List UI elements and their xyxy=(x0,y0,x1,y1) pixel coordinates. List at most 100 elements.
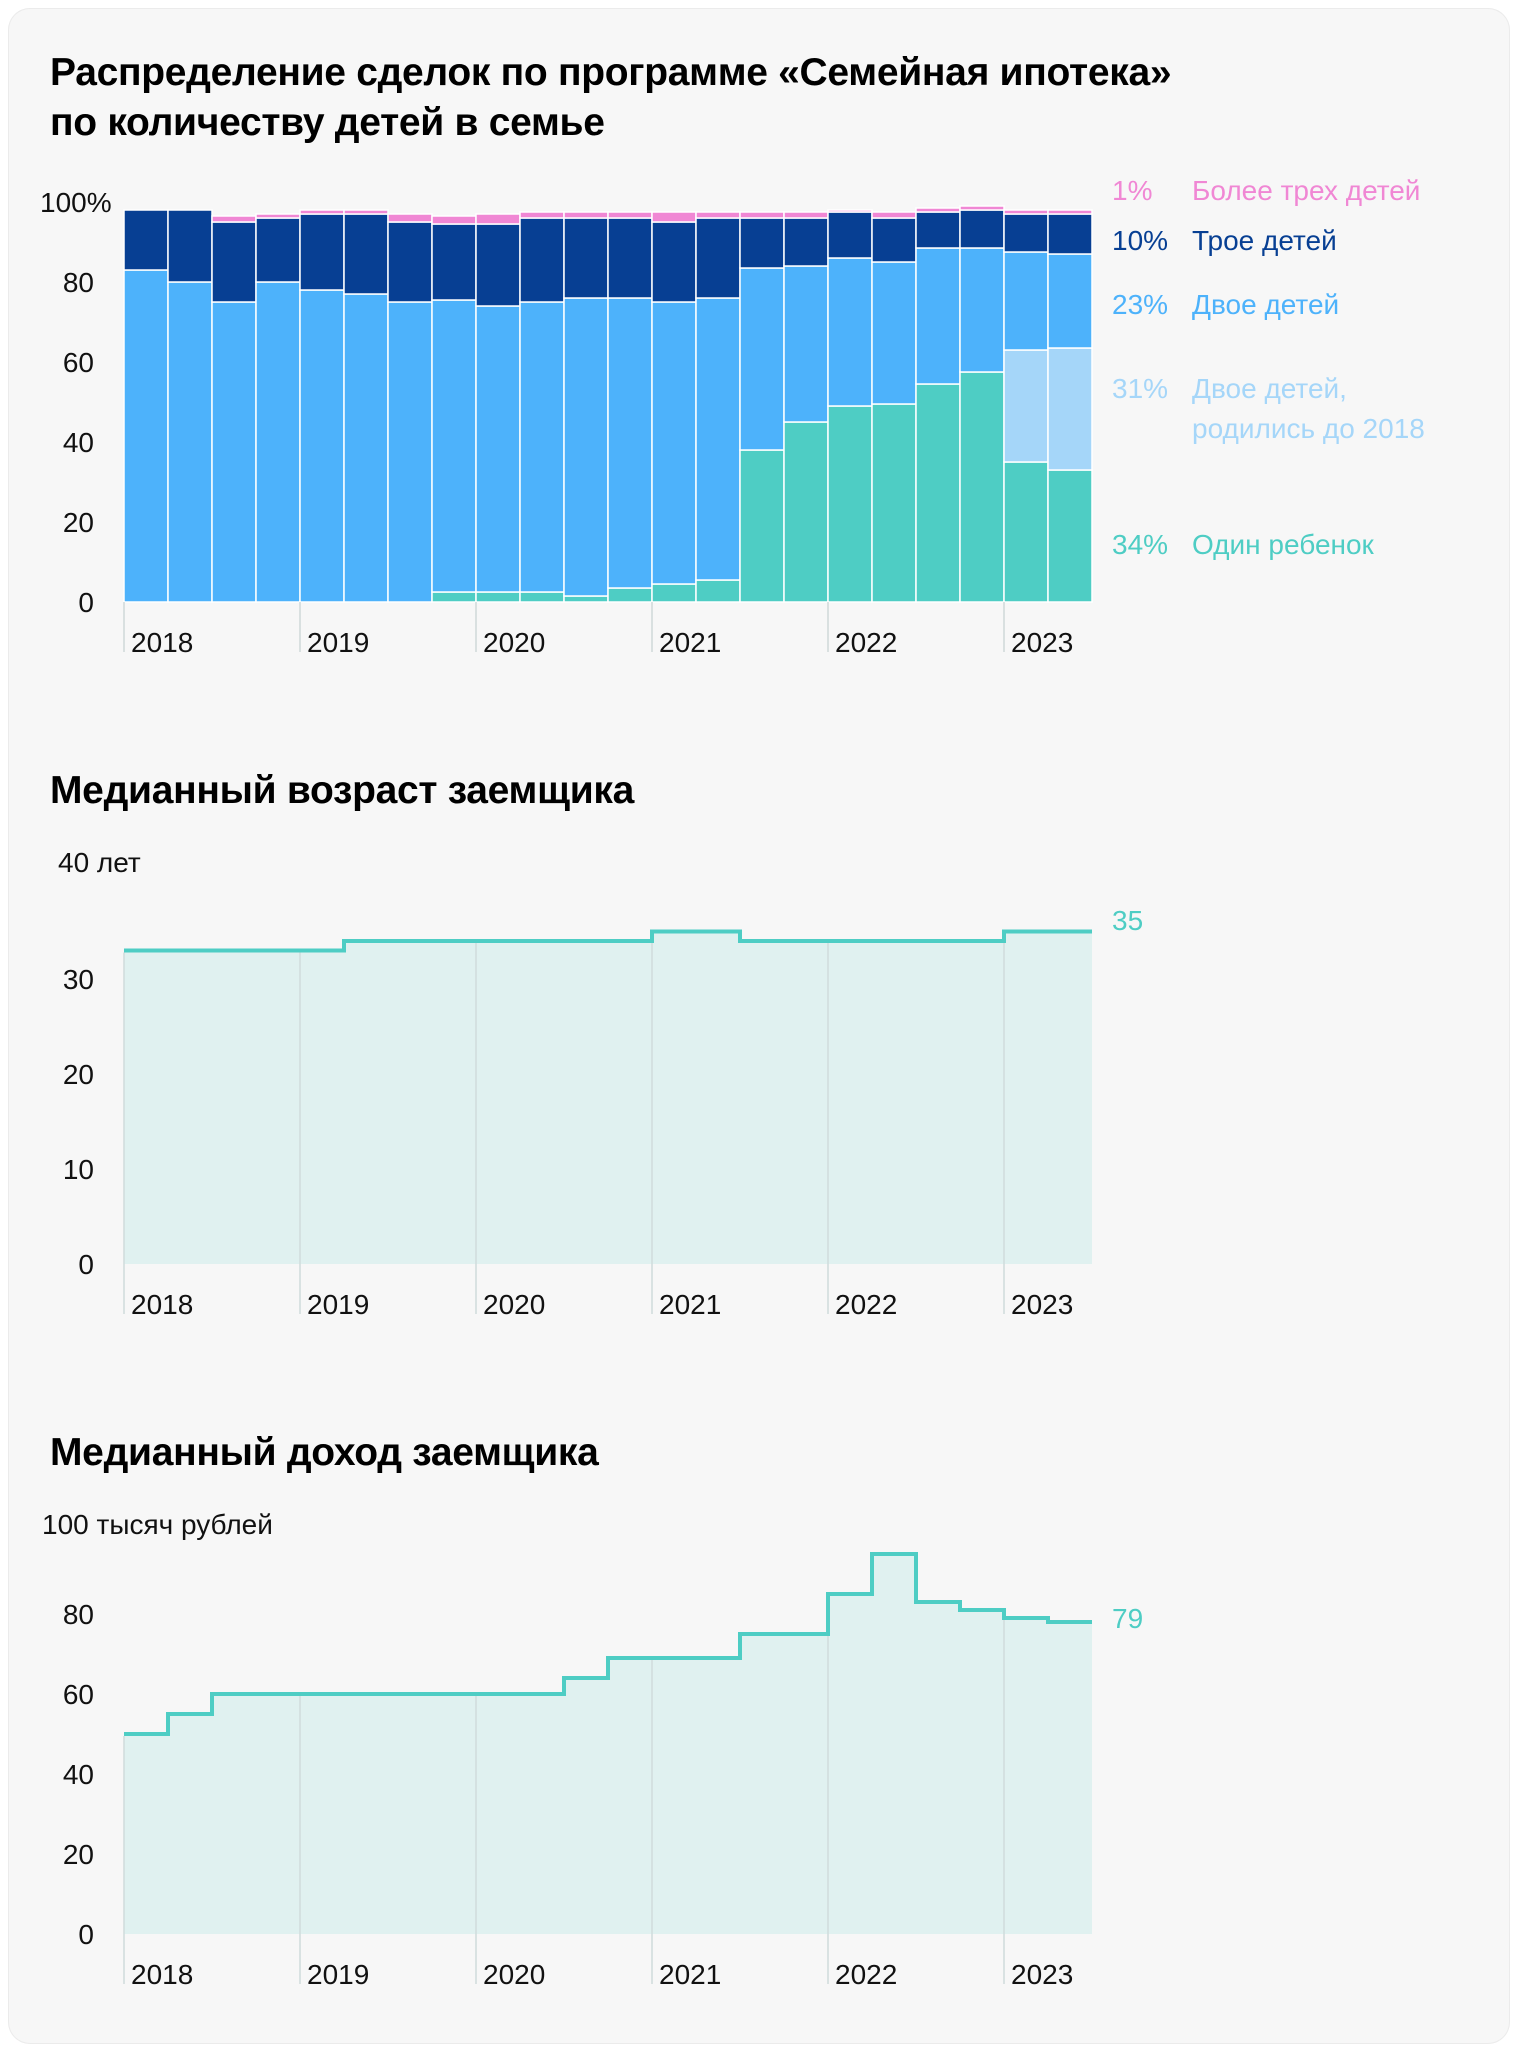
bar-segment-two xyxy=(255,281,301,603)
bar-segment-two xyxy=(211,301,257,603)
legend-value-one: 34% xyxy=(1112,529,1168,560)
bar-segment-three xyxy=(123,209,169,271)
bar-segment-one xyxy=(695,579,741,603)
y-tick-label: 40 xyxy=(63,427,94,458)
chart-1-title: Распределение сделок по программе «Семей… xyxy=(50,48,1172,148)
bar-segment-three xyxy=(871,217,917,263)
income-unit-label: 100 тысяч рублей xyxy=(42,1509,273,1540)
income-y-tick-label: 40 xyxy=(63,1759,94,1790)
bar-segment-three xyxy=(1003,213,1049,253)
bar-segment-two xyxy=(123,269,169,603)
age-step-line xyxy=(124,929,1092,953)
bar-segment-more-than-three xyxy=(431,215,477,225)
x-tick-label: 2021 xyxy=(659,627,721,658)
bar-segment-more-than-three xyxy=(783,211,829,219)
bar-segment-one xyxy=(519,591,565,603)
bar-segment-two xyxy=(695,297,741,581)
bar-segment-three xyxy=(563,217,609,299)
income-area xyxy=(124,1554,1092,1934)
bar-segment-two xyxy=(519,301,565,593)
x-tick-label: 2020 xyxy=(483,627,545,658)
bar-segment-more-than-three xyxy=(695,211,741,219)
legend-value-two-before-2018: 31% xyxy=(1112,373,1168,404)
bar-segment-two xyxy=(563,297,609,597)
bar-segment-one xyxy=(607,587,653,603)
bar-segment-more-than-three xyxy=(211,215,257,223)
bar-segment-three xyxy=(431,223,477,301)
bar-segment-two xyxy=(739,267,785,451)
bar-segment-three xyxy=(915,211,961,249)
legend-value-more-than-three: 1% xyxy=(1112,175,1152,206)
bar-segment-one xyxy=(651,583,697,603)
income-step-line xyxy=(124,1552,1092,1736)
bar-segment-one xyxy=(871,403,917,603)
legend-label-two: Двое детей xyxy=(1192,289,1339,320)
bar-segment-three xyxy=(299,213,345,291)
bar-segment-one xyxy=(563,595,609,603)
bar-segment-three xyxy=(519,217,565,303)
bar-segment-more-than-three xyxy=(827,209,873,213)
legend-label-one: Один ребенок xyxy=(1192,529,1375,560)
legend-value-three: 10% xyxy=(1112,225,1168,256)
bar-segment-three xyxy=(827,211,873,259)
bar-segment-three xyxy=(651,221,697,303)
y-tick-label: 80 xyxy=(63,267,94,298)
bar-segment-three xyxy=(607,217,653,299)
bar-segment-one xyxy=(827,405,873,603)
bar-segment-two xyxy=(1047,253,1093,349)
bar-segment-three xyxy=(167,209,213,283)
bar-segment-more-than-three xyxy=(739,211,785,219)
x-tick-label: 2019 xyxy=(307,627,369,658)
chart-3-title: Медианный доход заемщика xyxy=(50,1431,599,1474)
bar-segment-two xyxy=(827,257,873,407)
bar-segment-more-than-three xyxy=(519,211,565,219)
bar-segment-two xyxy=(343,293,389,603)
bar-segment-more-than-three xyxy=(255,213,301,219)
bar-segment-two xyxy=(871,261,917,405)
age-y-tick-label: 10 xyxy=(63,1154,94,1185)
bar-segment-two xyxy=(915,247,961,385)
age-unit-label: 40 лет xyxy=(58,847,141,878)
income-x-tick-label: 2022 xyxy=(835,1959,897,1990)
legend-label-two-before-2018: Двое детей, xyxy=(1192,373,1347,404)
age-x-tick-label: 2022 xyxy=(835,1289,897,1320)
bar-segment-more-than-three xyxy=(299,209,345,215)
bar-segment-two xyxy=(783,265,829,423)
legend-label-two-before-2018-line-2: родились до 2018 xyxy=(1192,413,1425,444)
bar-segment-three xyxy=(695,217,741,299)
bar-segment-more-than-three xyxy=(387,213,433,223)
age-y-tick-label: 0 xyxy=(78,1249,94,1280)
income-end-value: 79 xyxy=(1112,1603,1143,1634)
bar-segment-two xyxy=(607,297,653,589)
legend-label-more-than-three: Более трех детей xyxy=(1192,175,1420,206)
bar-segment-two xyxy=(959,247,1005,373)
bar-segment-more-than-three xyxy=(563,211,609,219)
legend-value-two: 23% xyxy=(1112,289,1168,320)
age-x-tick-label: 2021 xyxy=(659,1289,721,1320)
age-x-tick-label: 2020 xyxy=(483,1289,545,1320)
bar-segment-two xyxy=(387,301,433,603)
bar-segment-one xyxy=(475,591,521,603)
chart-1-title-line-1: Распределение сделок по программе «Семей… xyxy=(50,51,1172,94)
bar-segment-three xyxy=(387,221,433,303)
income-x-tick-label: 2021 xyxy=(659,1959,721,1990)
age-y-tick-label: 30 xyxy=(63,964,94,995)
age-end-value: 35 xyxy=(1112,905,1143,936)
bar-segment-more-than-three xyxy=(1047,209,1093,215)
income-x-tick-label: 2020 xyxy=(483,1959,545,1990)
age-area xyxy=(124,931,1092,1264)
bar-segment-two xyxy=(1003,251,1049,351)
income-x-tick-label: 2019 xyxy=(307,1959,369,1990)
income-y-tick-label: 20 xyxy=(63,1839,94,1870)
bar-segment-three xyxy=(783,217,829,267)
bar-segment-one xyxy=(783,421,829,603)
bar-segment-three xyxy=(475,223,521,307)
chart-2-title: Медианный возраст заемщика xyxy=(50,769,634,812)
stacked-bars xyxy=(123,205,1093,603)
bar-segment-three xyxy=(959,209,1005,249)
bar-segment-more-than-three xyxy=(343,209,389,215)
x-tick-label: 2022 xyxy=(835,627,897,658)
bar-segment-one xyxy=(959,371,1005,603)
bar-segment-two xyxy=(431,299,477,593)
